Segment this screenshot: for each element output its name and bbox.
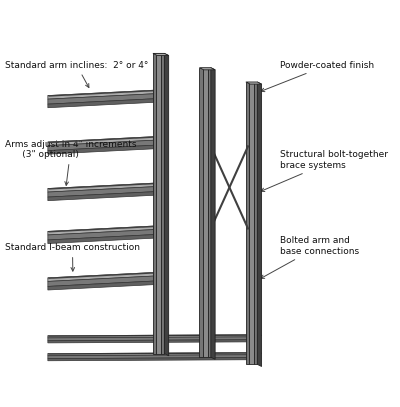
Polygon shape [48, 137, 155, 143]
Polygon shape [48, 335, 260, 338]
Polygon shape [48, 281, 154, 290]
Polygon shape [48, 99, 154, 108]
Polygon shape [48, 357, 260, 361]
Polygon shape [48, 354, 260, 359]
Polygon shape [164, 53, 169, 356]
Polygon shape [200, 68, 203, 357]
Polygon shape [200, 68, 215, 70]
Polygon shape [211, 68, 215, 359]
Polygon shape [48, 187, 154, 197]
Polygon shape [208, 68, 211, 357]
Polygon shape [156, 53, 161, 354]
Polygon shape [48, 90, 155, 96]
Polygon shape [203, 68, 208, 357]
Polygon shape [48, 276, 154, 287]
Polygon shape [257, 82, 262, 366]
Polygon shape [48, 90, 154, 99]
Text: Standard I-beam construction: Standard I-beam construction [5, 243, 140, 271]
Text: Arms adjust in 4" increments
      (3" optional): Arms adjust in 4" increments (3" optiona… [5, 140, 136, 185]
Polygon shape [48, 230, 154, 240]
Polygon shape [48, 337, 260, 341]
Polygon shape [48, 272, 154, 281]
Polygon shape [161, 53, 164, 354]
Polygon shape [246, 82, 249, 364]
Text: Standard arm inclines:  2° or 4°: Standard arm inclines: 2° or 4° [5, 61, 148, 88]
Polygon shape [48, 137, 154, 146]
Text: Bolted arm and
base connections: Bolted arm and base connections [261, 236, 359, 278]
Polygon shape [48, 272, 155, 278]
Polygon shape [48, 352, 260, 356]
Polygon shape [153, 53, 156, 354]
Polygon shape [249, 82, 254, 364]
Polygon shape [48, 183, 155, 189]
Polygon shape [48, 352, 262, 354]
Polygon shape [48, 140, 154, 151]
Polygon shape [48, 234, 154, 243]
Polygon shape [48, 183, 154, 192]
Polygon shape [254, 82, 257, 364]
Text: Powder-coated finish: Powder-coated finish [261, 61, 374, 92]
Polygon shape [48, 94, 154, 104]
Polygon shape [48, 226, 155, 232]
Polygon shape [48, 192, 154, 201]
Polygon shape [246, 82, 262, 84]
Text: Structural bolt-together
brace systems: Structural bolt-together brace systems [261, 150, 388, 192]
Polygon shape [153, 53, 169, 55]
Polygon shape [48, 226, 154, 235]
Polygon shape [48, 340, 260, 343]
Polygon shape [48, 145, 154, 154]
Polygon shape [48, 335, 262, 337]
